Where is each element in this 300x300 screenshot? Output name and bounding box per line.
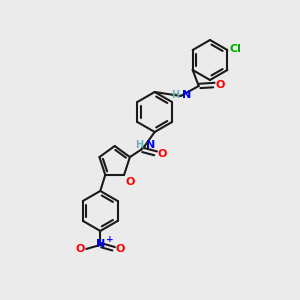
Text: N: N	[146, 140, 155, 150]
Text: H: H	[136, 140, 144, 150]
Text: +: +	[106, 236, 114, 244]
Text: O: O	[76, 244, 85, 254]
Text: O: O	[125, 177, 134, 187]
Text: H: H	[172, 90, 180, 100]
Text: O: O	[157, 148, 167, 158]
Text: O: O	[115, 244, 124, 254]
Text: N: N	[96, 239, 105, 249]
Text: O: O	[216, 80, 225, 90]
Text: N: N	[182, 90, 191, 100]
Text: Cl: Cl	[229, 44, 241, 54]
